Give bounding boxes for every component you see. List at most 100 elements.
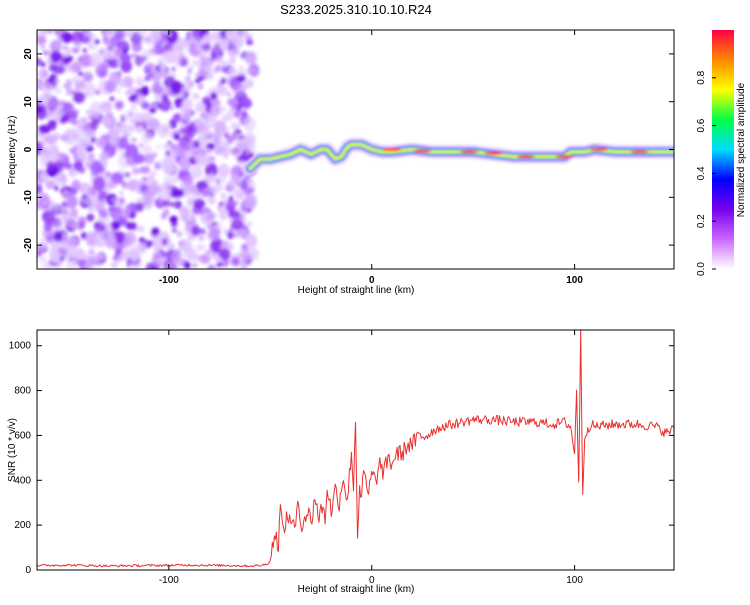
noise-blob — [79, 182, 91, 196]
noise-blob — [37, 169, 43, 175]
noise-blob — [87, 152, 95, 161]
noise-blob — [119, 53, 131, 64]
noise-blob — [82, 129, 87, 133]
noise-blob — [40, 30, 50, 36]
noise-blob — [187, 69, 192, 74]
noise-blob — [162, 43, 174, 53]
noise-blob — [131, 53, 137, 58]
noise-blob — [159, 63, 167, 72]
noise-blob — [130, 93, 138, 100]
noise-blob — [51, 69, 57, 73]
noise-blob — [157, 122, 171, 138]
noise-blob — [137, 80, 144, 87]
noise-blob — [141, 132, 153, 143]
noise-blob — [124, 231, 137, 246]
noise-blob — [46, 161, 55, 171]
noise-blob — [136, 126, 144, 133]
noise-blob — [164, 50, 177, 64]
noise-blob — [220, 193, 227, 198]
noise-blob — [71, 30, 84, 45]
colorbar-tick-label: 0.4 — [696, 166, 707, 180]
noise-blob — [42, 209, 55, 224]
noise-blob — [226, 92, 232, 97]
noise-blob — [179, 38, 189, 50]
snr-series-line — [37, 330, 674, 568]
noise-blob — [119, 191, 124, 195]
noise-blob — [242, 253, 254, 264]
noise-blob — [124, 30, 133, 38]
noise-blob — [66, 128, 77, 137]
noise-blob — [38, 124, 51, 134]
noise-blob — [140, 85, 150, 97]
noise-blob — [77, 119, 84, 128]
signal-band — [248, 143, 674, 170]
noise-blob — [112, 256, 118, 261]
noise-blob — [90, 44, 97, 50]
noise-blob — [195, 61, 202, 68]
noise-blob — [68, 67, 75, 73]
noise-blob — [114, 100, 124, 110]
y-tick-label: 1000 — [9, 341, 32, 352]
noise-blob — [161, 238, 168, 245]
snr-ylabel: SNR (10 * v/v) — [7, 418, 18, 482]
noise-blob — [53, 30, 66, 37]
noise-blob — [237, 228, 248, 237]
noise-blob — [161, 199, 172, 207]
noise-blob — [139, 166, 151, 174]
noise-blob — [75, 146, 87, 159]
noise-blob — [109, 96, 115, 102]
noise-blob — [190, 165, 203, 179]
noise-blob — [67, 110, 78, 119]
noise-blob — [148, 174, 154, 181]
noise-blob — [209, 56, 215, 63]
noise-blob — [215, 54, 223, 64]
noise-blob — [245, 233, 258, 248]
noise-blob — [105, 234, 117, 249]
noise-blob — [165, 30, 179, 44]
noise-blob — [205, 214, 215, 222]
noise-blob — [241, 243, 249, 251]
noise-blob — [212, 221, 219, 226]
noise-blob — [108, 58, 121, 69]
noise-blob — [159, 30, 164, 34]
noise-blob — [38, 255, 47, 263]
noise-blob — [43, 221, 53, 232]
noise-blob — [61, 56, 71, 65]
noise-blob — [220, 78, 226, 85]
noise-blob — [248, 179, 253, 183]
noise-blob — [66, 87, 73, 96]
noise-blob — [191, 225, 201, 236]
y-tick-label: 400 — [14, 475, 31, 486]
noise-blob — [118, 136, 129, 149]
noise-blob — [137, 225, 144, 231]
noise-blob — [240, 261, 248, 269]
noise-blob — [63, 52, 70, 57]
noise-blob — [191, 30, 202, 36]
x-tick-label: 0 — [369, 275, 375, 286]
noise-blob — [243, 132, 257, 147]
noise-blob — [143, 190, 155, 205]
noise-blob — [80, 197, 86, 204]
noise-blob — [213, 247, 219, 251]
noise-blob — [174, 200, 182, 210]
noise-blob — [99, 101, 113, 112]
noise-blob — [114, 231, 125, 244]
noise-blob — [220, 46, 227, 52]
noise-blob — [219, 201, 224, 207]
y-tick-label: 10 — [23, 96, 34, 108]
noise-blob — [63, 162, 73, 170]
noise-blob — [66, 48, 72, 53]
noise-blob — [103, 134, 111, 141]
noise-blob — [114, 207, 120, 212]
noise-blob — [73, 214, 79, 219]
noise-blob — [72, 134, 82, 142]
colorbar: 0.0 0.2 0.4 0.6 0.8 Normalized spectral ampl… — [696, 30, 747, 276]
noise-blob — [240, 97, 252, 108]
noise-blob — [239, 65, 244, 70]
noise-blob — [172, 175, 180, 183]
noise-blob — [180, 83, 185, 88]
noise-blob — [227, 98, 239, 107]
noise-blob — [245, 174, 251, 181]
colorbar-tick-label: 0.0 — [696, 262, 707, 276]
